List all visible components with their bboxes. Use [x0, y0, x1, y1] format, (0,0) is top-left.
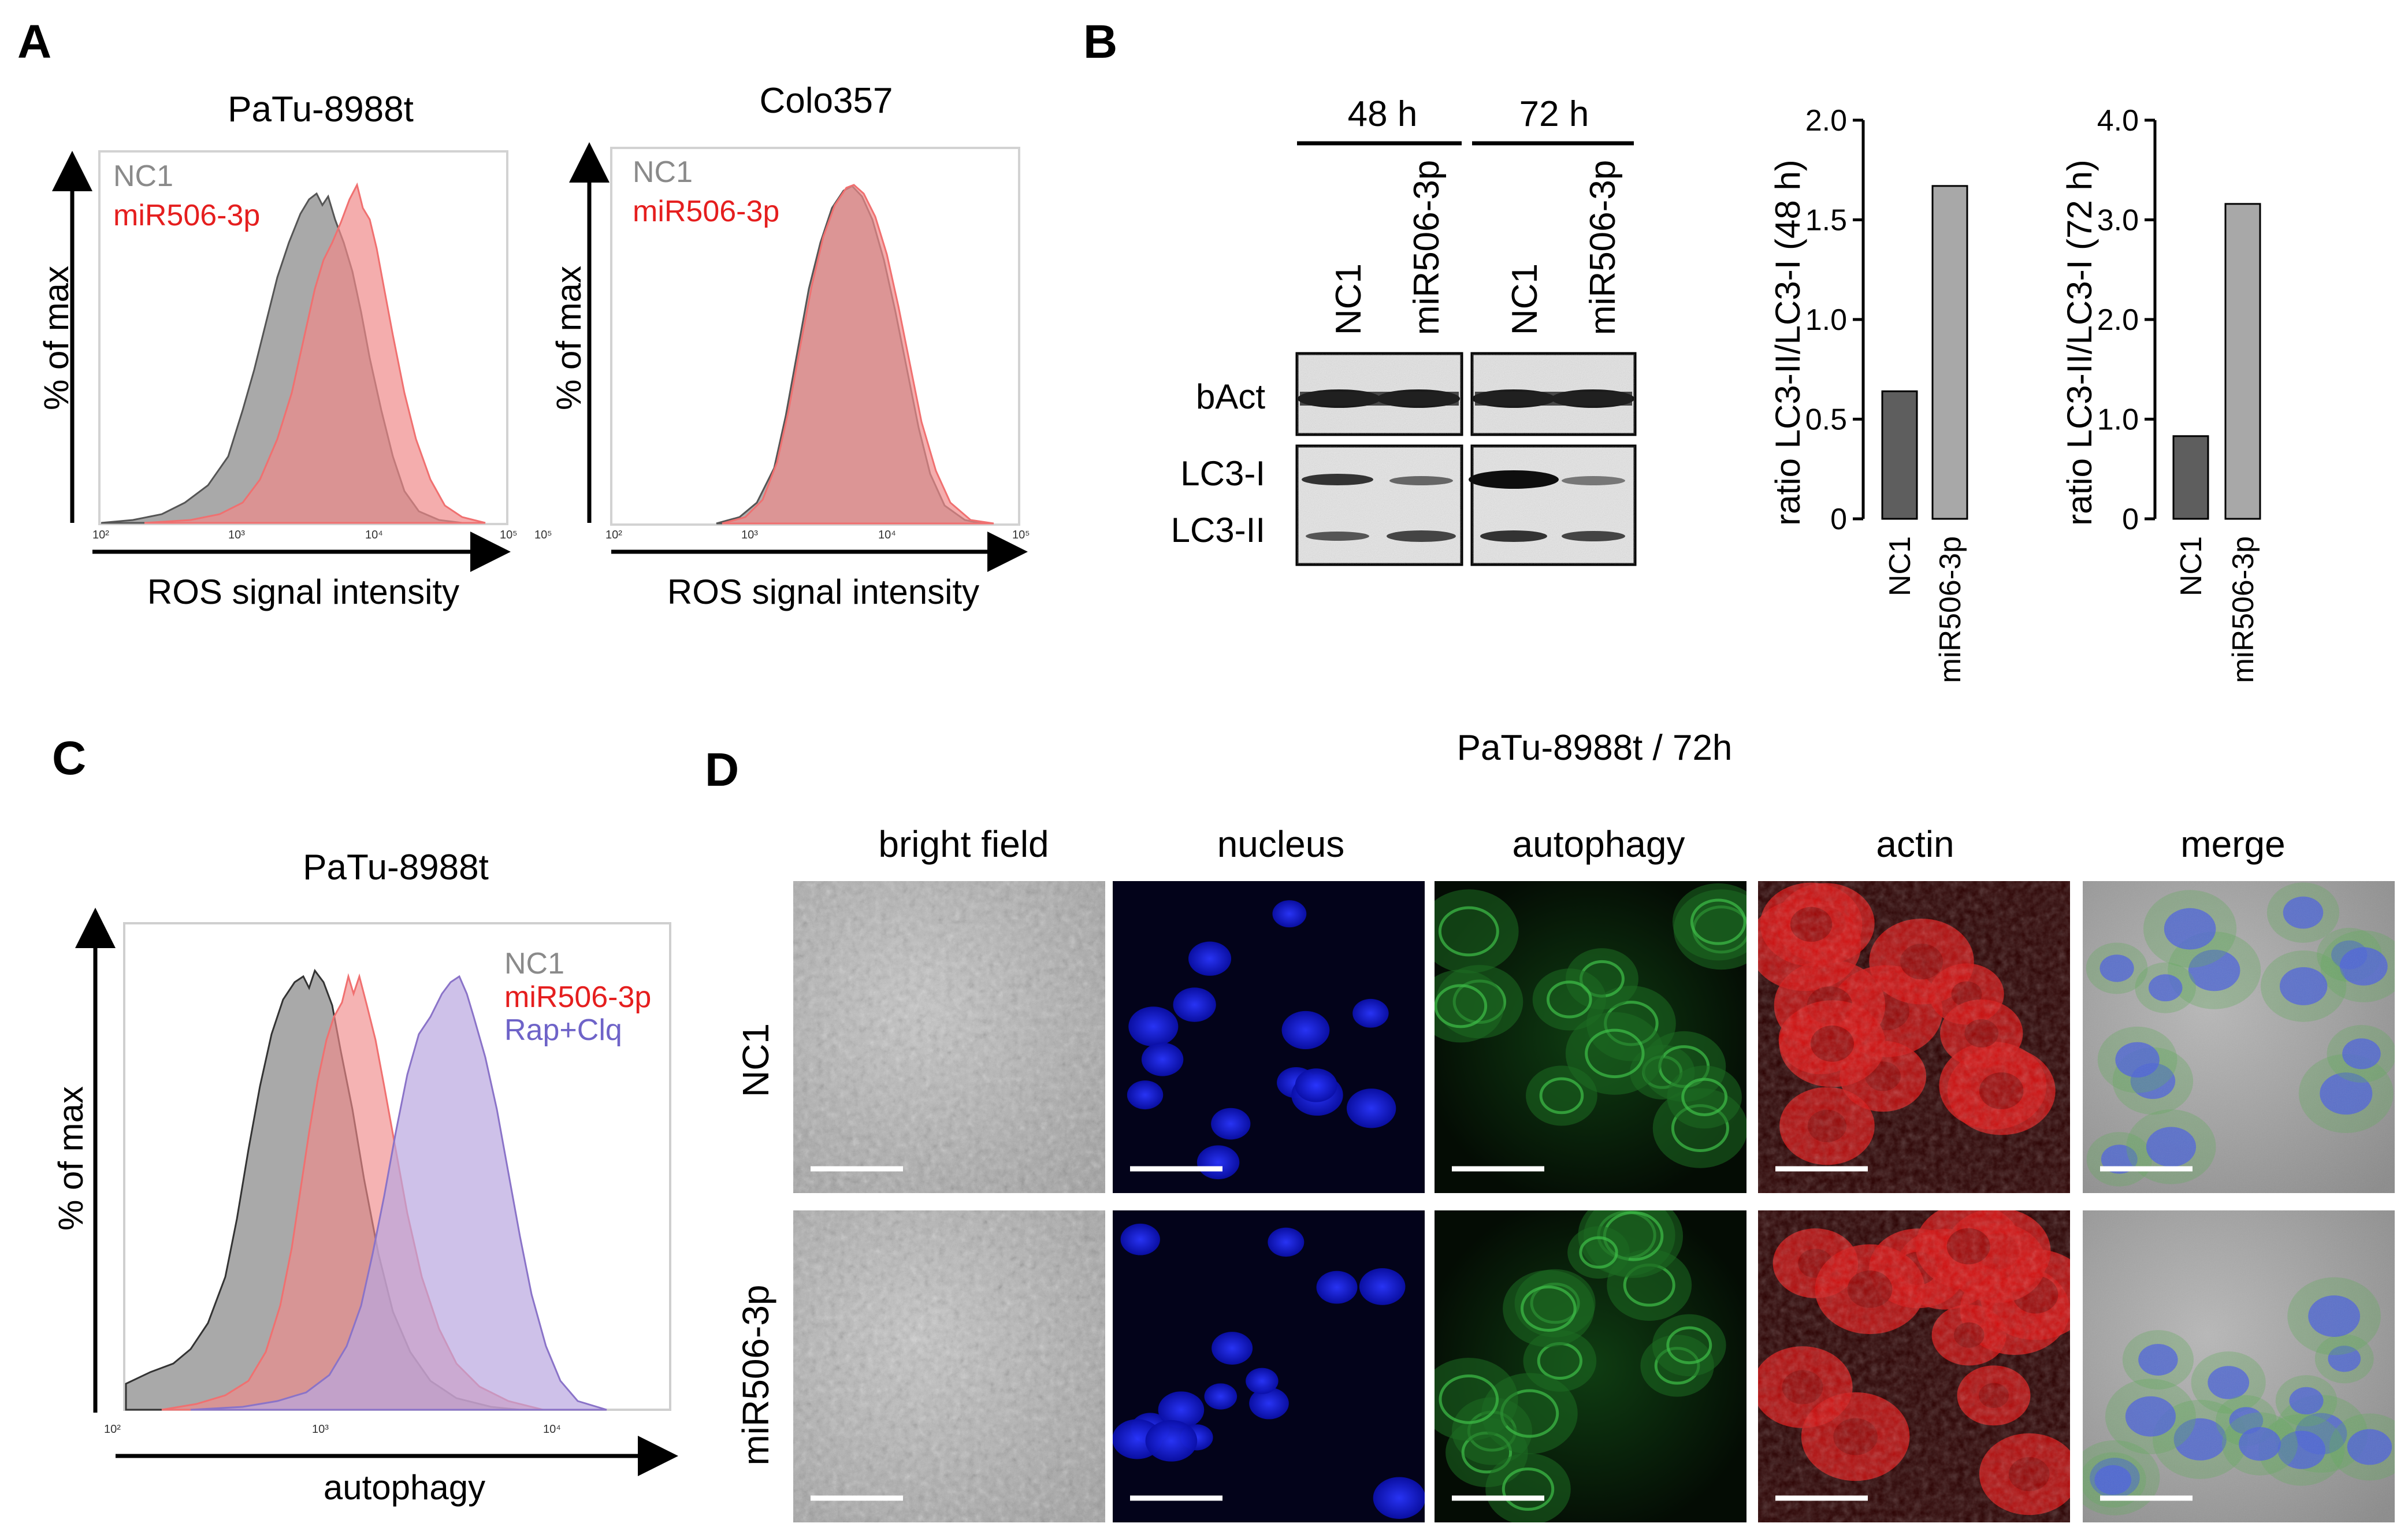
y-axis-label: ratio LC3-II/LC3-I (72 h) [2060, 159, 2099, 526]
y-axis-label: ratio LC3-II/LC3-I (48 h) [1768, 159, 1807, 526]
column-label-bright-field: bright field [878, 823, 1049, 865]
y-tick-label: 1.0 [2097, 403, 2139, 437]
y-tick-label: 0 [1830, 503, 1847, 536]
bar-chart-72h: 0 1.0 2.0 3.0 4.0 NC1 miR506-3p ratio LC3-II/LC… [2060, 104, 2261, 683]
x-tick: 10⁴ [365, 529, 383, 541]
legend-mir506: miR506-3p [113, 199, 260, 232]
y-tick-label: 3.0 [2097, 204, 2139, 237]
y-tick-label: 4.0 [2097, 104, 2139, 138]
bar-mir506-3p [1931, 185, 1968, 520]
lane-label: NC1 [1329, 263, 1369, 335]
histogram-a-left: PaTu-8988t NC1 miR506-3p 10² 10³ 10⁴ 10⁵… [37, 90, 518, 611]
bar-chart-48h: 0 0.5 1.0 1.5 2.0 NC1 miR506-3p ratio LC3-II/LC… [1768, 104, 1968, 683]
legend-rap-clq: Rap+Clq [504, 1013, 622, 1047]
lane-label: NC1 [1505, 263, 1545, 335]
mir506-distribution [144, 182, 486, 524]
micrograph-actin-nc1 [1758, 881, 2070, 1193]
micrograph-merge-mir506 [2083, 1210, 2395, 1522]
rap-clq-distribution [190, 975, 607, 1411]
histogram-a-right-title: Colo357 [760, 81, 893, 121]
x-tick: 10³ [312, 1423, 329, 1436]
column-label-nucleus: nucleus [1217, 823, 1345, 865]
micrograph-merge-nc1 [2083, 881, 2395, 1193]
western-blot: 48 h 72 h NC1 miR506-3p NC1 miR506-3p bA… [1171, 94, 1637, 566]
legend-nc1: NC1 [633, 155, 693, 189]
x-tick: 10² [605, 529, 622, 541]
panel-letter-a: A [17, 16, 51, 68]
y-axis-label: % of max [51, 1086, 90, 1231]
row-label-mir506: miR506-3p [735, 1284, 776, 1465]
legend-mir506: miR506-3p [633, 195, 779, 228]
column-label-merge: merge [2180, 823, 2285, 865]
x-tick: 10² [92, 529, 109, 541]
legend-mir506: miR506-3p [504, 980, 651, 1014]
column-label-actin: actin [1876, 823, 1954, 865]
timepoint-48h: 48 h [1348, 94, 1418, 134]
y-tick-label: 0 [2122, 503, 2139, 536]
x-tick: 10³ [228, 529, 245, 541]
blot-lc3-72h [1469, 444, 1637, 566]
mir506-distribution [722, 184, 994, 525]
micrograph-autophagy-nc1 [1435, 881, 1746, 1193]
panel-letter-d: D [705, 744, 739, 796]
bar-nc1 [2172, 435, 2209, 520]
panel-letter-c: C [52, 732, 86, 785]
x-tick: 10⁵ [534, 529, 552, 541]
bar-mir506-3p [2224, 203, 2261, 520]
x-category-label: NC1 [2175, 536, 2208, 596]
x-category-label: NC1 [1883, 536, 1917, 596]
x-category-label: miR506-3p [1934, 536, 1967, 683]
band-label-lc3-i: LC3-I [1180, 454, 1265, 493]
y-tick-label: 0.5 [1805, 403, 1847, 437]
blot-bact-72h [1470, 352, 1637, 436]
x-tick: 10⁵ [500, 529, 518, 541]
panel-letter-b: B [1083, 16, 1117, 68]
micrograph-bright-mir506 [793, 1210, 1105, 1522]
band-label-lc3-ii: LC3-II [1171, 511, 1265, 549]
y-tick-label: 1.5 [1805, 204, 1847, 237]
micrograph-grid [793, 881, 2395, 1522]
x-tick: 10⁵ [1012, 529, 1030, 541]
micrograph-nucleus-mir506 [1113, 1210, 1425, 1522]
histogram-c: PaTu-8988t NC1 miR506-3p Rap+Clq 10² 10³… [51, 848, 678, 1507]
blot-bact-48h [1295, 352, 1463, 436]
row-label-nc1: NC1 [735, 1023, 776, 1097]
x-tick: 10⁴ [543, 1423, 561, 1436]
micrograph-nucleus-nc1 [1113, 881, 1425, 1193]
bar-nc1 [1881, 390, 1918, 520]
lane-label: miR506-3p [1583, 160, 1623, 335]
band-label-bact: bAct [1196, 377, 1265, 416]
x-tick: 10³ [741, 529, 758, 541]
legend-nc1: NC1 [504, 947, 564, 980]
x-category-label: miR506-3p [2227, 536, 2260, 683]
x-axis-label: ROS signal intensity [667, 573, 979, 611]
micrograph-autophagy-mir506 [1435, 1210, 1746, 1522]
micrograph-bright-nc1 [793, 881, 1105, 1193]
x-axis-label: ROS signal intensity [147, 573, 459, 611]
y-tick-label: 2.0 [1805, 104, 1847, 138]
y-axis-label: % of max [37, 266, 76, 410]
panel-d-title: PaTu-8988t / 72h [1457, 728, 1733, 768]
blot-lc3-48h [1295, 444, 1463, 566]
micrograph-actin-mir506 [1758, 1210, 2070, 1522]
legend-nc1: NC1 [113, 159, 173, 193]
y-tick-label: 1.0 [1805, 303, 1847, 337]
column-label-autophagy: autophagy [1513, 823, 1685, 865]
x-tick: 10² [104, 1423, 121, 1436]
histogram-c-title: PaTu-8988t [303, 848, 489, 887]
x-axis-label: autophagy [324, 1468, 485, 1507]
lane-label: miR506-3p [1407, 160, 1447, 335]
timepoint-72h: 72 h [1519, 94, 1589, 134]
y-axis-label: % of max [549, 266, 588, 410]
y-tick-label: 2.0 [2097, 303, 2139, 337]
histogram-a-right: Colo357 NC1 miR506-3p 10⁵ 10² 10³ 10⁴ 10… [534, 81, 1030, 611]
x-tick: 10⁴ [878, 529, 896, 541]
histogram-a-left-title: PaTu-8988t [228, 90, 414, 129]
